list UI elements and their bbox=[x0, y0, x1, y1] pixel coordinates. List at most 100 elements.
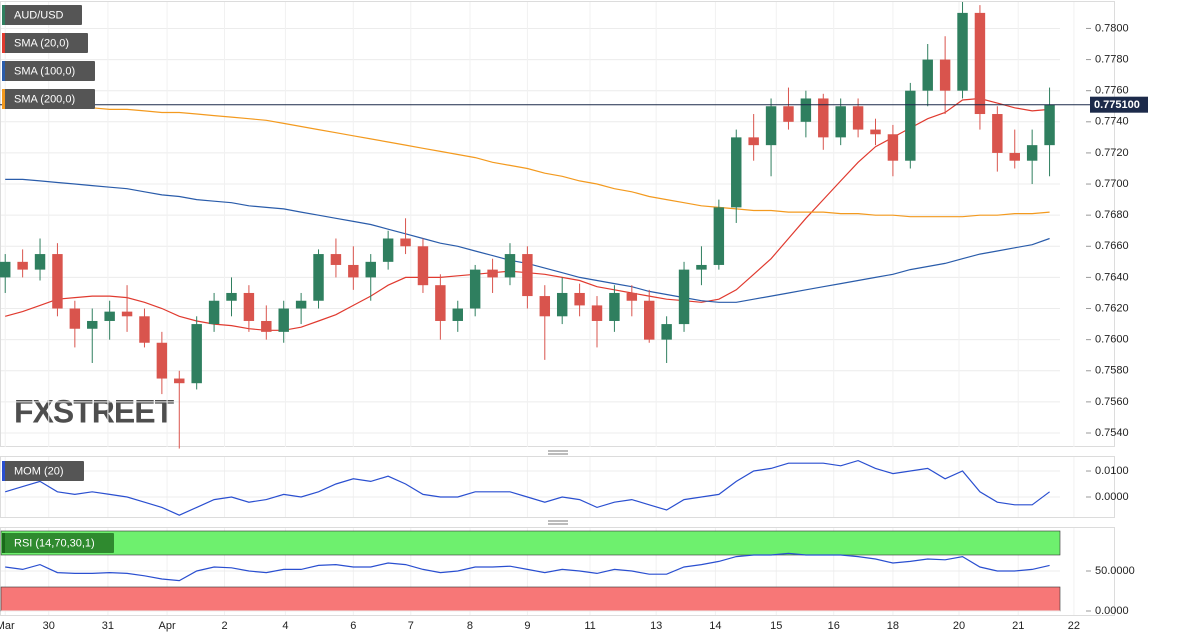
candle-body bbox=[539, 296, 551, 317]
legend-swatch bbox=[2, 33, 5, 53]
legend-box bbox=[2, 61, 95, 81]
candle-body bbox=[1044, 104, 1055, 146]
candle-body bbox=[957, 12, 968, 91]
candle-body bbox=[156, 342, 168, 379]
x-tick-label: 16 bbox=[828, 620, 840, 632]
last-price-label: 0.775100 bbox=[1094, 99, 1140, 111]
candle-body bbox=[174, 378, 185, 384]
candle-body bbox=[191, 324, 202, 384]
y-tick-label: 0.7700 bbox=[1095, 178, 1129, 190]
x-tick-label: 21 bbox=[1012, 620, 1024, 632]
candle-body bbox=[52, 254, 63, 309]
main-panel bbox=[0, 1, 1115, 447]
last-price-tag bbox=[1090, 96, 1148, 113]
candle-body bbox=[922, 59, 933, 91]
candle-body bbox=[835, 106, 846, 138]
candle-body bbox=[800, 98, 812, 122]
candle-body bbox=[330, 254, 342, 265]
candle-body bbox=[644, 300, 655, 340]
candle-body bbox=[0, 261, 11, 278]
legend-label: SMA (20,0) bbox=[14, 37, 69, 49]
candle-body bbox=[992, 114, 1003, 153]
candle-body bbox=[678, 269, 690, 325]
candle-body bbox=[452, 308, 463, 321]
candle-body bbox=[870, 129, 881, 135]
candle-body bbox=[765, 106, 777, 146]
y-tick-label: 0.7620 bbox=[1095, 302, 1129, 314]
candle-body bbox=[208, 300, 220, 325]
x-tick-label: 14 bbox=[709, 620, 721, 632]
x-tick-label: 2 bbox=[221, 620, 227, 632]
indicator-line bbox=[5, 459, 1050, 516]
y-tick-label: 0.7720 bbox=[1095, 147, 1129, 159]
legend-swatch bbox=[2, 533, 5, 553]
x-tick-label: 22 bbox=[1068, 620, 1080, 632]
overbought-band bbox=[0, 530, 1061, 556]
candle-body bbox=[417, 246, 429, 286]
legend-label: SMA (100,0) bbox=[14, 65, 75, 77]
legend-box bbox=[2, 33, 88, 53]
legend-swatch bbox=[2, 5, 5, 25]
candle-body bbox=[504, 254, 516, 278]
x-tick-label: 4 bbox=[282, 620, 288, 632]
x-tick-label: 6 bbox=[350, 620, 356, 632]
candle-body bbox=[348, 264, 359, 278]
candle-body bbox=[104, 311, 115, 321]
y-tick-label: 0.7640 bbox=[1095, 271, 1129, 283]
legend-label: RSI (14,70,30,1) bbox=[14, 537, 95, 549]
candle-body bbox=[87, 320, 98, 329]
candle-body bbox=[939, 59, 951, 91]
candle-body bbox=[696, 264, 707, 270]
candle-body bbox=[626, 292, 638, 301]
x-tick-label: Apr bbox=[159, 620, 176, 632]
y-tick-label: 0.7760 bbox=[1095, 85, 1129, 97]
candle-body bbox=[522, 254, 533, 297]
legend-box bbox=[2, 5, 82, 25]
candle-body bbox=[574, 292, 585, 306]
candle-body bbox=[243, 292, 255, 321]
panel-splitter[interactable] bbox=[548, 450, 568, 525]
y-tick-label: 0.0000 bbox=[1095, 491, 1129, 503]
y-tick-label: 50.0000 bbox=[1095, 565, 1135, 577]
x-tick-label: 20 bbox=[953, 620, 965, 632]
candle-body bbox=[852, 106, 864, 130]
legend-box bbox=[2, 461, 84, 481]
candle-body bbox=[783, 106, 794, 122]
candle-body bbox=[661, 324, 672, 340]
y-tick-label: 0.7740 bbox=[1095, 116, 1129, 128]
candle-body bbox=[382, 238, 394, 262]
x-tick-label: 9 bbox=[524, 620, 530, 632]
candle-body bbox=[17, 261, 28, 270]
candle-body bbox=[278, 308, 289, 332]
candle-body bbox=[261, 320, 272, 332]
watermark: FXSTREET bbox=[14, 393, 175, 429]
indicator-line bbox=[5, 552, 1050, 582]
candle-body bbox=[609, 292, 620, 321]
y-tick-label: 0.0000 bbox=[1095, 605, 1129, 617]
candle-body bbox=[1026, 145, 1038, 161]
legend-swatch bbox=[2, 89, 5, 109]
candle-body bbox=[556, 292, 568, 317]
y-tick-label: 0.7680 bbox=[1095, 209, 1129, 221]
candle-body bbox=[69, 308, 81, 329]
mom-panel bbox=[0, 456, 1115, 518]
legend-swatch bbox=[2, 61, 5, 81]
candle-body bbox=[487, 269, 498, 278]
candle-body bbox=[139, 316, 150, 343]
candle-body bbox=[887, 134, 899, 161]
y-tick-label: 0.7600 bbox=[1095, 334, 1129, 346]
candle-body bbox=[713, 207, 725, 265]
candle-body bbox=[121, 311, 133, 317]
y-tick-label: 0.0100 bbox=[1095, 465, 1129, 477]
rsi-panel bbox=[0, 527, 1115, 616]
candle-body bbox=[435, 285, 446, 321]
candle-body bbox=[400, 238, 411, 247]
x-tick-label: 13 bbox=[650, 620, 662, 632]
legend-box bbox=[2, 533, 114, 553]
y-tick-label: 0.7780 bbox=[1095, 53, 1129, 65]
candle-body bbox=[974, 12, 986, 115]
candle-body bbox=[748, 137, 759, 146]
candle-body bbox=[365, 261, 376, 278]
